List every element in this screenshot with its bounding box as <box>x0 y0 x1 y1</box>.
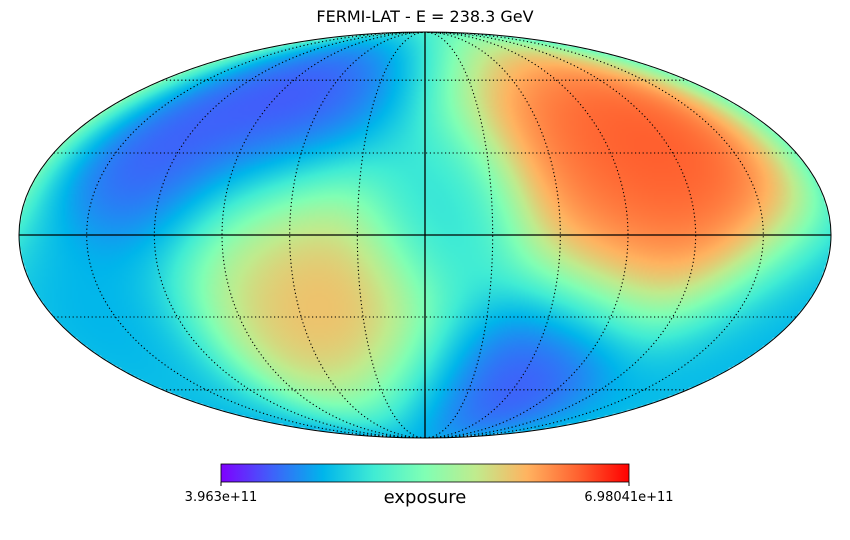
meridian-line <box>356 32 426 438</box>
colorbar-gradient <box>220 463 630 483</box>
meridian-line <box>424 32 629 438</box>
colorbar-title: exposure <box>384 487 467 508</box>
meridian-line <box>221 32 426 438</box>
colorbar-max-label: 6.98041e+11 <box>584 490 673 505</box>
sky-map <box>18 31 832 439</box>
meridian-line <box>424 32 494 438</box>
colorbar-min-label: 3.963e+11 <box>185 490 258 505</box>
map-title: FERMI-LAT - E = 238.3 GeV <box>316 7 533 26</box>
map-outline <box>18 31 832 439</box>
colorbar: 3.963e+11 6.98041e+11 exposure <box>185 463 674 508</box>
